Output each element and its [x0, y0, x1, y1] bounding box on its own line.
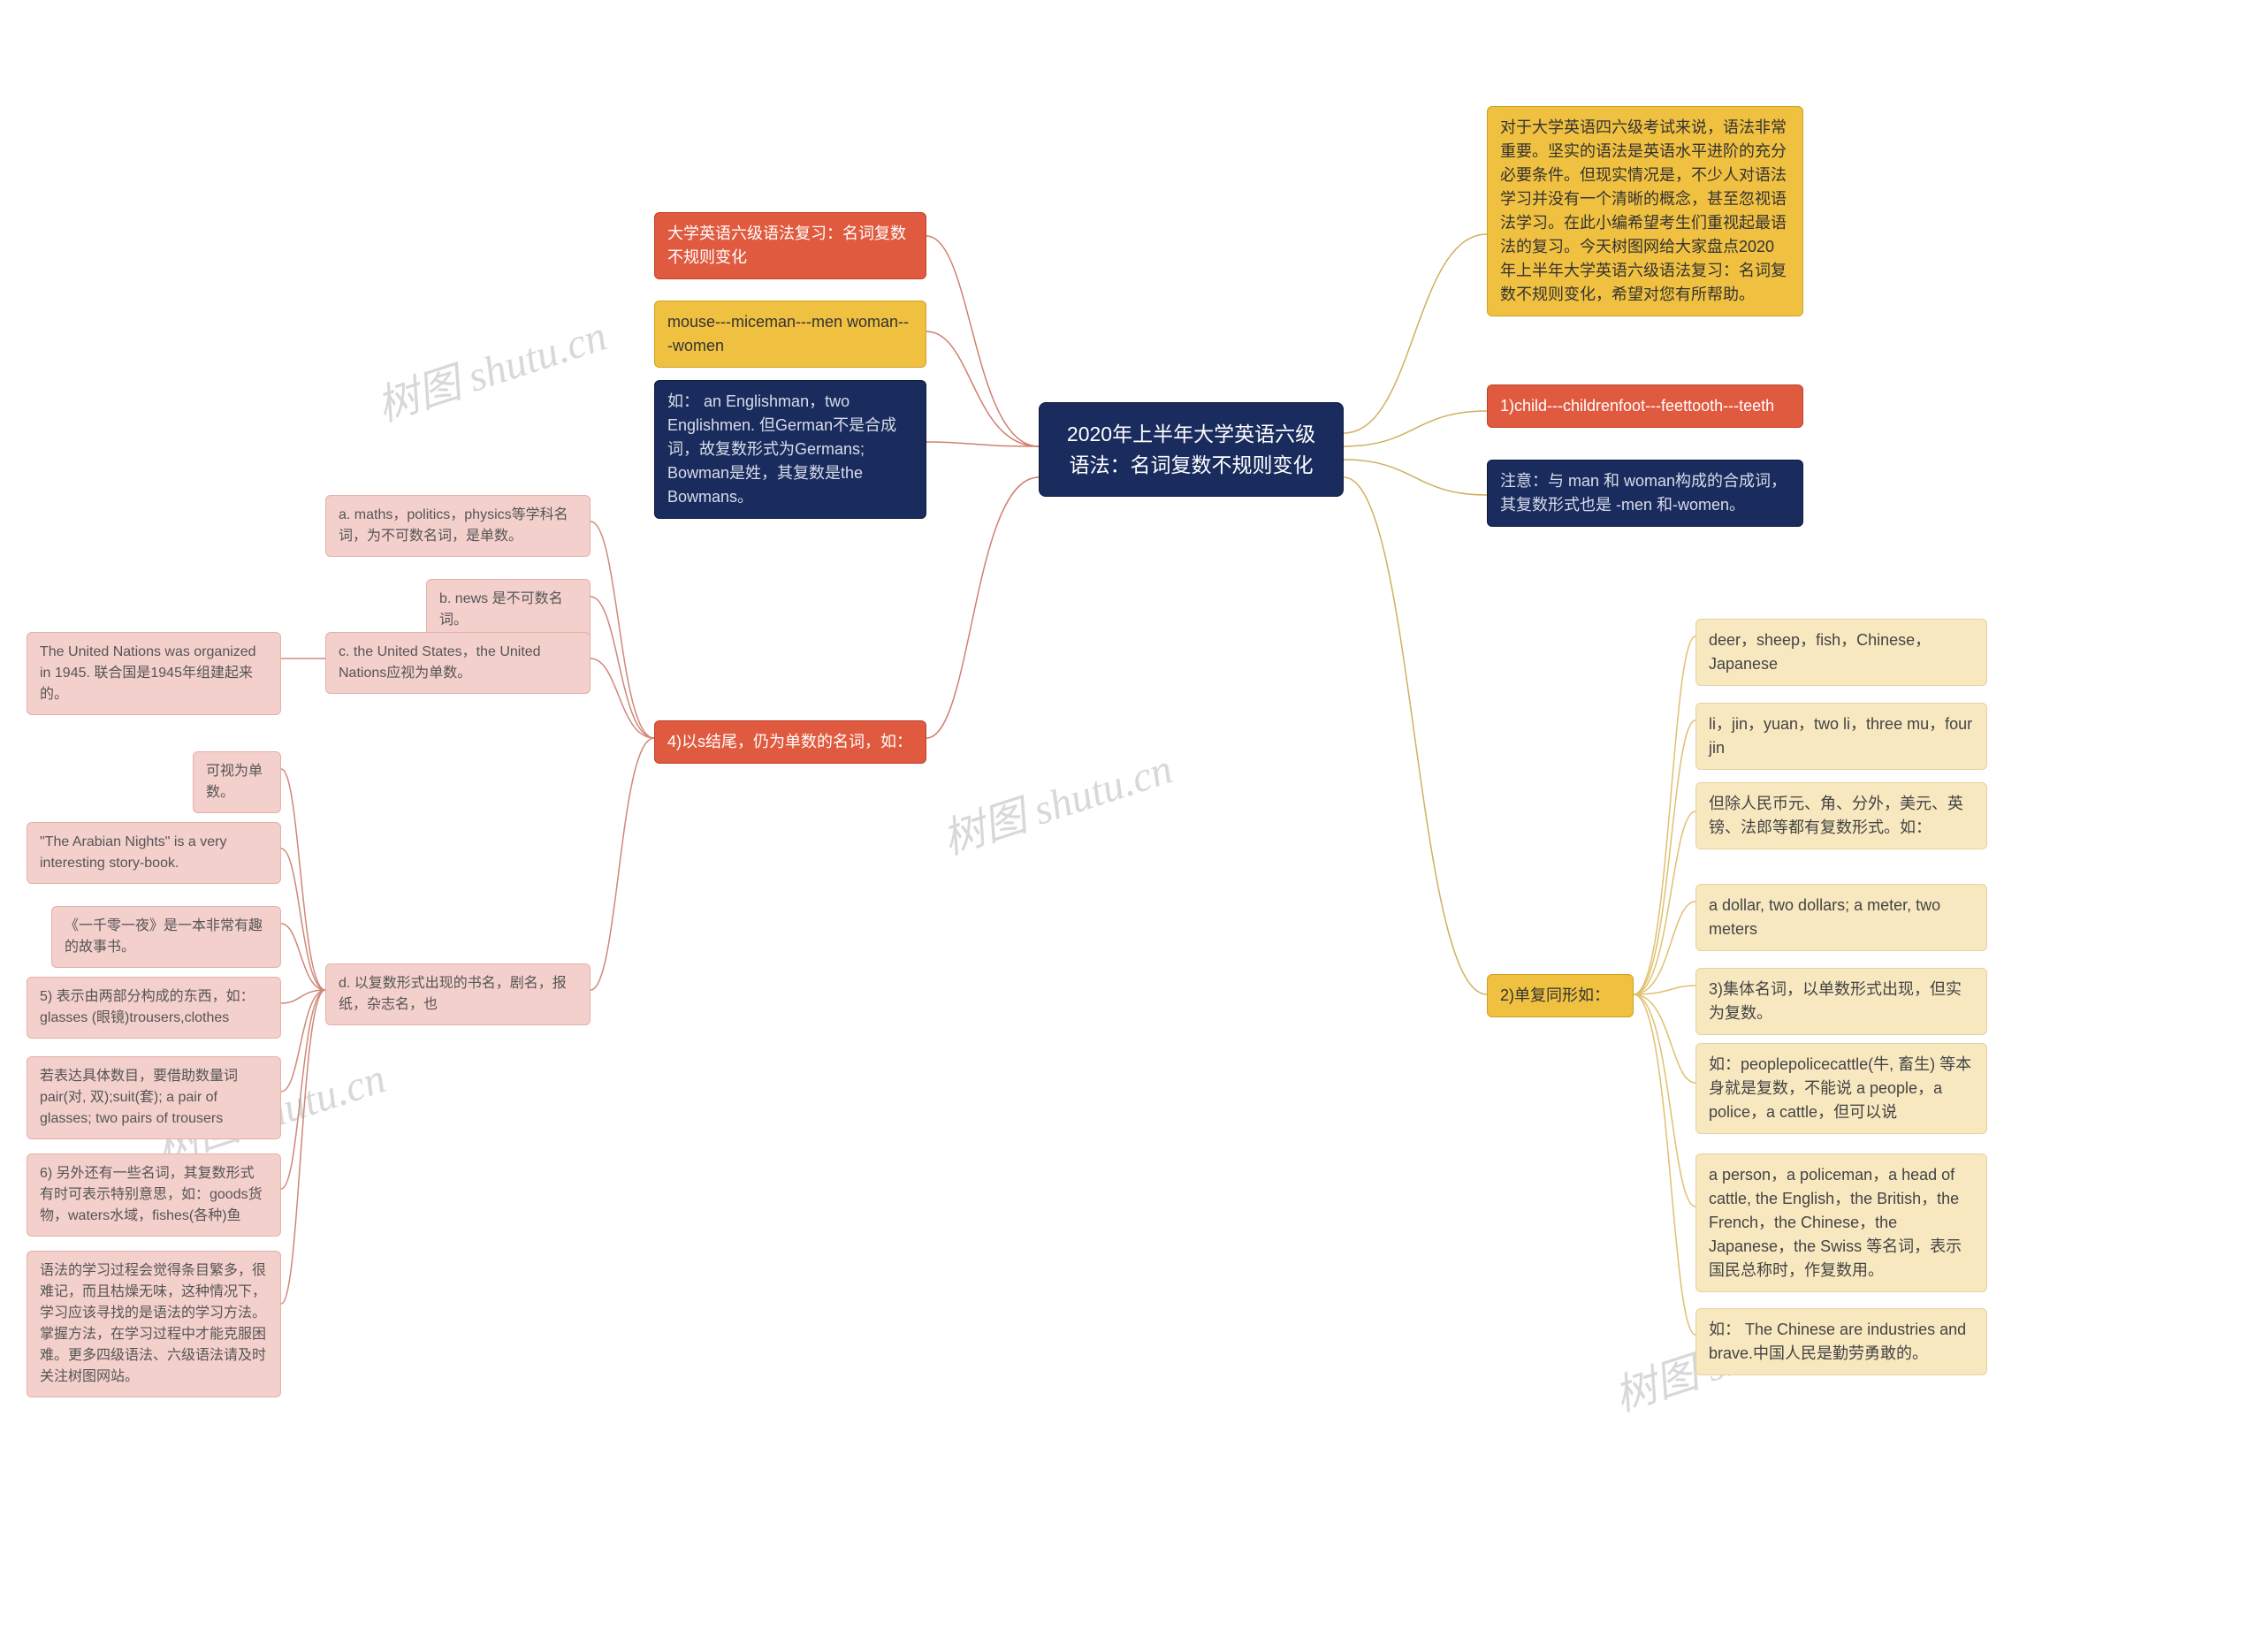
r4-c8: 如： The Chinese are industries and brave.…: [1695, 1308, 1987, 1375]
r4-c3: 但除人民币元、角、分外，美元、英镑、法郎等都有复数形式。如：: [1695, 782, 1987, 849]
right-node-4: 2)单复同形如：: [1487, 974, 1634, 1017]
l4-child-c: c. the United States，the United Nations应…: [325, 632, 591, 694]
l4d-c6: 6) 另外还有一些名词，其复数形式有时可表示特别意思，如：goods货物，wat…: [27, 1153, 281, 1237]
center-text: 2020年上半年大学英语六级语法：名词复数不规则变化: [1067, 423, 1315, 476]
center-node: 2020年上半年大学英语六级语法：名词复数不规则变化: [1039, 402, 1344, 497]
left-node-3: 如： an Englishman，two Englishmen. 但German…: [654, 380, 926, 519]
left-node-2: mouse---miceman---men woman---women: [654, 301, 926, 368]
left-node-4: 4)以s结尾，仍为单数的名词，如：: [654, 720, 926, 764]
r4-c7: a person，a policeman，a head of cattle, t…: [1695, 1153, 1987, 1292]
right-node-1: 对于大学英语四六级考试来说，语法非常重要。坚实的语法是英语水平进阶的充分必要条件…: [1487, 106, 1803, 316]
right-node-2: 1)child---childrenfoot---feettooth---tee…: [1487, 384, 1803, 428]
left-node-1: 大学英语六级语法复习：名词复数不规则变化: [654, 212, 926, 279]
r4-c5: 3)集体名词，以单数形式出现，但实为复数。: [1695, 968, 1987, 1035]
l4d-c5: 若表达具体数目，要借助数量词 pair(对, 双);suit(套); a pai…: [27, 1056, 281, 1139]
l4c-sub: The United Nations was organized in 1945…: [27, 632, 281, 715]
l4-child-d: d. 以复数形式出现的书名，剧名，报纸，杂志名，也: [325, 963, 591, 1025]
right-node-3: 注意：与 man 和 woman构成的合成词，其复数形式也是 -men 和-wo…: [1487, 460, 1803, 527]
r4-c4: a dollar, two dollars; a meter, two mete…: [1695, 884, 1987, 951]
watermark: 树图 shutu.cn: [368, 301, 613, 433]
l4d-c4: 5) 表示由两部分构成的东西，如：glasses (眼镜)trousers,cl…: [27, 977, 281, 1039]
l4d-c1: 可视为单数。: [193, 751, 281, 813]
l4d-c7: 语法的学习过程会觉得条目繁多，很难记，而且枯燥无味，这种情况下，学习应该寻找的是…: [27, 1251, 281, 1397]
l4-child-a: a. maths，politics，physics等学科名词，为不可数名词，是单…: [325, 495, 591, 557]
r4-c2: li，jin，yuan，two li，three mu，four jin: [1695, 703, 1987, 770]
r4-c1: deer，sheep，fish，Chinese，Japanese: [1695, 619, 1987, 686]
watermark: 树图 shutu.cn: [933, 734, 1179, 866]
l4d-c3: 《一千零一夜》是一本非常有趣的故事书。: [51, 906, 281, 968]
l4d-c2: "The Arabian Nights" is a very interesti…: [27, 822, 281, 884]
r4-c6: 如：peoplepolicecattle(牛, 畜生) 等本身就是复数，不能说 …: [1695, 1043, 1987, 1134]
